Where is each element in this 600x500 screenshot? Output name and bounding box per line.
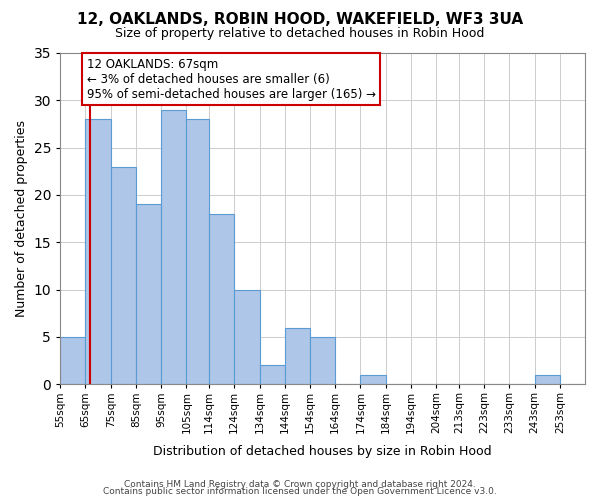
- Bar: [187, 120, 209, 384]
- Text: Contains public sector information licensed under the Open Government Licence v3: Contains public sector information licen…: [103, 488, 497, 496]
- Text: Contains HM Land Registry data © Crown copyright and database right 2024.: Contains HM Land Registry data © Crown c…: [124, 480, 476, 489]
- Bar: [310, 337, 335, 384]
- Bar: [161, 110, 187, 384]
- Bar: [234, 290, 260, 384]
- Text: 12 OAKLANDS: 67sqm
← 3% of detached houses are smaller (6)
95% of semi-detached : 12 OAKLANDS: 67sqm ← 3% of detached hous…: [87, 58, 376, 100]
- Bar: [60, 337, 85, 384]
- Bar: [285, 328, 310, 384]
- Bar: [535, 375, 560, 384]
- Bar: [110, 166, 136, 384]
- Bar: [209, 214, 234, 384]
- Y-axis label: Number of detached properties: Number of detached properties: [15, 120, 28, 317]
- Text: 12, OAKLANDS, ROBIN HOOD, WAKEFIELD, WF3 3UA: 12, OAKLANDS, ROBIN HOOD, WAKEFIELD, WF3…: [77, 12, 523, 28]
- Bar: [260, 366, 285, 384]
- Bar: [136, 204, 161, 384]
- Bar: [361, 375, 386, 384]
- X-axis label: Distribution of detached houses by size in Robin Hood: Distribution of detached houses by size …: [153, 444, 492, 458]
- Text: Size of property relative to detached houses in Robin Hood: Size of property relative to detached ho…: [115, 28, 485, 40]
- Bar: [85, 120, 110, 384]
